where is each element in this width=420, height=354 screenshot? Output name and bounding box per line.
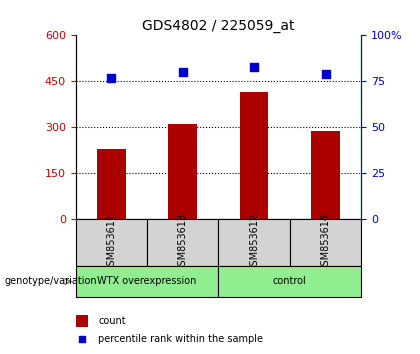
Bar xyxy=(147,219,218,266)
Text: GSM853612: GSM853612 xyxy=(249,213,259,272)
Bar xyxy=(97,149,126,219)
Text: genotype/variation: genotype/variation xyxy=(4,276,97,286)
Point xyxy=(79,336,85,342)
Bar xyxy=(290,219,361,266)
Text: GSM853613: GSM853613 xyxy=(178,213,188,272)
Text: GSM853614: GSM853614 xyxy=(320,213,331,272)
Bar xyxy=(76,315,89,327)
Bar xyxy=(76,266,218,297)
Text: WTX overexpression: WTX overexpression xyxy=(97,276,197,286)
Bar xyxy=(311,131,340,219)
Text: control: control xyxy=(273,276,307,286)
Point xyxy=(179,69,186,75)
Bar xyxy=(218,219,290,266)
Point xyxy=(108,75,115,81)
Bar xyxy=(240,92,268,219)
Text: GSM853611: GSM853611 xyxy=(106,213,116,272)
Point xyxy=(251,64,257,69)
Point xyxy=(322,71,329,77)
Text: count: count xyxy=(98,316,126,326)
Title: GDS4802 / 225059_at: GDS4802 / 225059_at xyxy=(142,19,295,33)
Bar xyxy=(76,219,147,266)
Text: percentile rank within the sample: percentile rank within the sample xyxy=(98,334,263,344)
Bar xyxy=(168,124,197,219)
Bar xyxy=(218,266,361,297)
